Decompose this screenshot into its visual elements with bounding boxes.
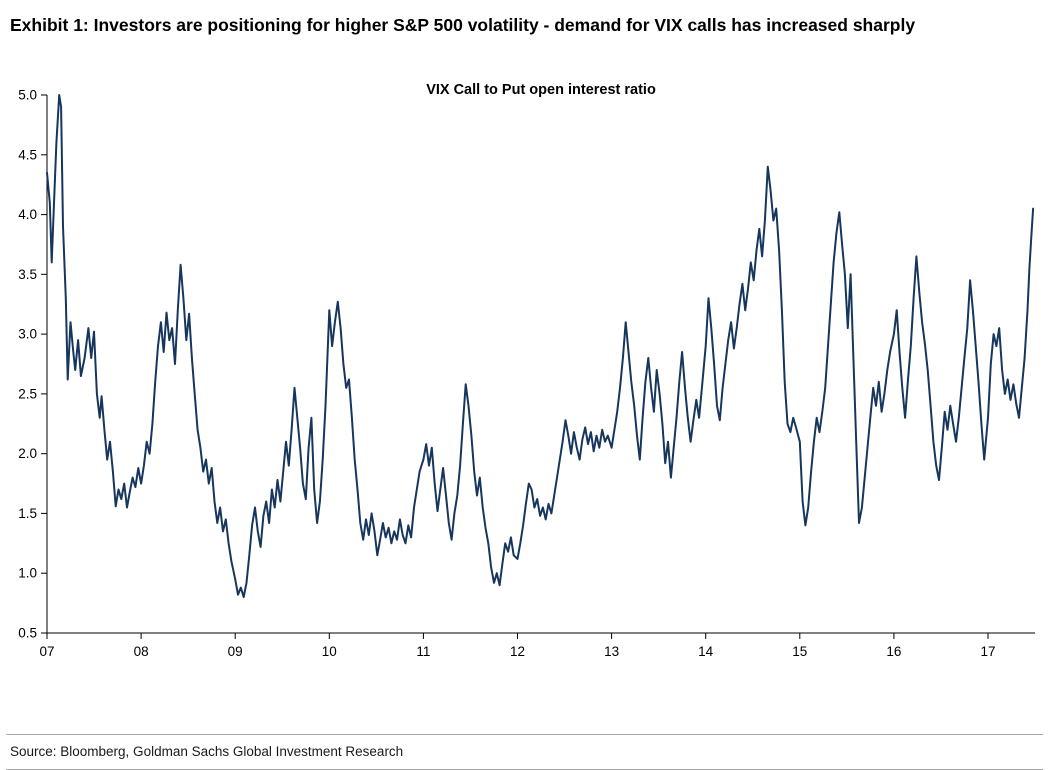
- svg-text:10: 10: [322, 644, 337, 659]
- svg-text:12: 12: [510, 644, 525, 659]
- footer-divider-top: [6, 734, 1043, 735]
- svg-text:3.0: 3.0: [18, 327, 37, 342]
- svg-text:2.5: 2.5: [18, 387, 37, 402]
- chart-area: VIX Call to Put open interest ratio 0.5 1…: [0, 81, 1049, 671]
- svg-text:5.0: 5.0: [18, 88, 37, 103]
- svg-text:17: 17: [980, 644, 995, 659]
- chart-title: VIX Call to Put open interest ratio: [426, 82, 656, 99]
- svg-text:4.0: 4.0: [18, 207, 37, 222]
- svg-text:09: 09: [228, 644, 243, 659]
- svg-text:13: 13: [604, 644, 619, 659]
- svg-text:3.5: 3.5: [18, 267, 37, 282]
- series-line: [46, 94, 1035, 599]
- svg-text:08: 08: [134, 644, 149, 659]
- svg-text:1.5: 1.5: [18, 506, 37, 521]
- svg-text:1.0: 1.0: [18, 566, 37, 581]
- svg-text:0.5: 0.5: [18, 626, 37, 641]
- source-footer: Source: Bloomberg, Goldman Sachs Global …: [0, 734, 1049, 770]
- svg-text:15: 15: [792, 644, 807, 659]
- exhibit-header: Exhibit 1: Investors are positioning for…: [0, 0, 1049, 37]
- svg-text:07: 07: [39, 644, 54, 659]
- svg-text:11: 11: [416, 644, 430, 659]
- exhibit-title: Exhibit 1: Investors are positioning for…: [10, 15, 916, 35]
- svg-text:16: 16: [886, 644, 901, 659]
- chart-svg: 0.5 1.0 1.5 2.0 2.5 3.0 3.5 4.0 4.5 5.0 07 08 09 10 11…: [18, 88, 1035, 659]
- source-text: Source: Bloomberg, Goldman Sachs Global …: [10, 744, 404, 759]
- svg-text:4.5: 4.5: [18, 147, 37, 162]
- svg-text:2.0: 2.0: [18, 446, 37, 461]
- svg-text:14: 14: [698, 644, 714, 659]
